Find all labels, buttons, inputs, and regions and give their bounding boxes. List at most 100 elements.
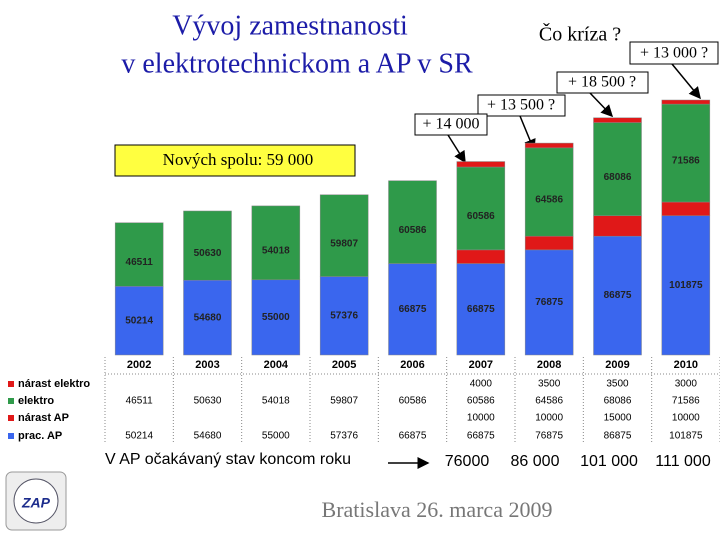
annotation: + 13 500 ? <box>487 97 555 114</box>
bar-label: 66875 <box>467 304 495 315</box>
bar-segment <box>183 210 232 281</box>
table-cell: 46511 <box>126 396 154 407</box>
legend-label: prac. AP <box>18 430 62 442</box>
legend-marker <box>8 381 14 387</box>
arrow <box>671 63 701 100</box>
legend-label: nárast AP <box>18 412 69 424</box>
table-cell: 3000 <box>675 379 698 390</box>
expected-value: 76000 <box>445 453 490 470</box>
title-line: Vývoj zamestnanosti <box>172 10 408 41</box>
table-cell: 4000 <box>470 379 493 390</box>
table-cell: 54018 <box>262 396 290 407</box>
expected-value: 86 000 <box>511 453 560 470</box>
expected-label: V AP očakávaný stav koncom roku <box>105 451 351 468</box>
bar-segment <box>456 263 506 356</box>
annotation: + 13 000 ? <box>640 45 708 62</box>
bar-segment <box>114 222 164 287</box>
bar-label: 86875 <box>604 290 632 301</box>
footer: Bratislava 26. marca 2009 <box>322 497 553 522</box>
legend-marker <box>8 415 14 421</box>
logo-text: ZAP <box>21 495 51 511</box>
bar-label: 54018 <box>262 245 290 256</box>
bar-segment <box>251 205 301 281</box>
x-tick-label: 2008 <box>537 359 561 371</box>
annotation-box <box>477 94 566 117</box>
annotation: + 18 500 ? <box>568 74 636 91</box>
x-tick-label: 2009 <box>605 359 629 371</box>
table-cell: 15000 <box>604 413 632 424</box>
bar-segment <box>661 103 711 203</box>
bar-segment <box>524 235 574 251</box>
bar-segment <box>593 215 642 237</box>
x-tick-label: 2002 <box>127 359 151 371</box>
table-cell: 101875 <box>669 431 703 442</box>
logo-circle <box>13 478 59 524</box>
bar-segment <box>456 166 506 251</box>
annotation: Nových spolu: 59 000 <box>163 150 314 169</box>
total-box <box>114 144 356 177</box>
table-cell: 50630 <box>194 396 222 407</box>
bar-segment <box>661 201 711 216</box>
bar-label: 60586 <box>467 211 495 222</box>
bar-segment <box>319 276 369 356</box>
table-cell: 50214 <box>125 431 153 442</box>
bar-segment <box>319 194 369 277</box>
bar-label: 64586 <box>535 195 563 206</box>
bar-label: 66875 <box>399 304 427 315</box>
table-cell: 64586 <box>535 396 563 407</box>
table-cell: 55000 <box>262 431 290 442</box>
arrow <box>589 92 614 118</box>
legend-label: elektro <box>18 395 54 407</box>
annotation-box <box>629 41 719 65</box>
bar-segment <box>524 147 574 237</box>
bar-label: 55000 <box>262 312 290 323</box>
x-tick-label: 2007 <box>469 359 493 371</box>
bar-label: 68086 <box>604 172 632 183</box>
table-cell: 10000 <box>467 413 495 424</box>
x-tick-label: 2003 <box>195 359 219 371</box>
bar-label: 60586 <box>399 225 427 236</box>
bar-segment <box>661 215 711 356</box>
annotation-box <box>556 71 649 94</box>
table-cell: 66875 <box>399 431 427 442</box>
bar-segment <box>456 161 506 168</box>
table-cell: 86875 <box>604 431 632 442</box>
expected-value: 101 000 <box>580 453 638 470</box>
bar-segment <box>388 180 437 264</box>
table-cell: 71586 <box>672 396 700 407</box>
table-cell: 59807 <box>330 396 358 407</box>
bar-segment <box>661 99 711 105</box>
annotation-box <box>414 113 488 136</box>
bar-segment <box>456 249 506 264</box>
bar-segment <box>388 263 437 356</box>
bar-segment <box>593 122 642 216</box>
bar-segment <box>183 279 232 356</box>
bar-segment <box>114 286 164 356</box>
table-cell: 10000 <box>535 413 563 424</box>
table-cell: 68086 <box>604 396 632 407</box>
bar-segment <box>251 279 301 356</box>
legend-marker <box>8 433 14 439</box>
legend-label: nárast elektro <box>18 378 90 390</box>
table-cell: 54680 <box>194 431 222 442</box>
table-cell: 60586 <box>467 396 495 407</box>
bar-segment <box>524 249 574 356</box>
x-tick-label: 2006 <box>400 359 424 371</box>
arrow <box>447 134 466 164</box>
x-tick-label: 2010 <box>674 359 698 371</box>
bar-label: 76875 <box>535 297 563 308</box>
table-cell: 66875 <box>467 431 495 442</box>
x-tick-label: 2004 <box>264 359 289 371</box>
bar-segment <box>593 235 642 356</box>
bar-label: 50214 <box>125 315 153 326</box>
annotation: + 14 000 <box>422 116 479 133</box>
title-line: v elektrotechnickom a AP v SR <box>121 48 473 79</box>
bar-label: 57376 <box>330 310 358 321</box>
bar-segment <box>524 142 574 149</box>
table-cell: 76875 <box>535 431 563 442</box>
bar-label: 46511 <box>126 257 154 268</box>
annotation: Čo kríza ? <box>539 22 621 46</box>
x-tick-label: 2005 <box>332 359 356 371</box>
bar-label: 71586 <box>672 156 700 167</box>
